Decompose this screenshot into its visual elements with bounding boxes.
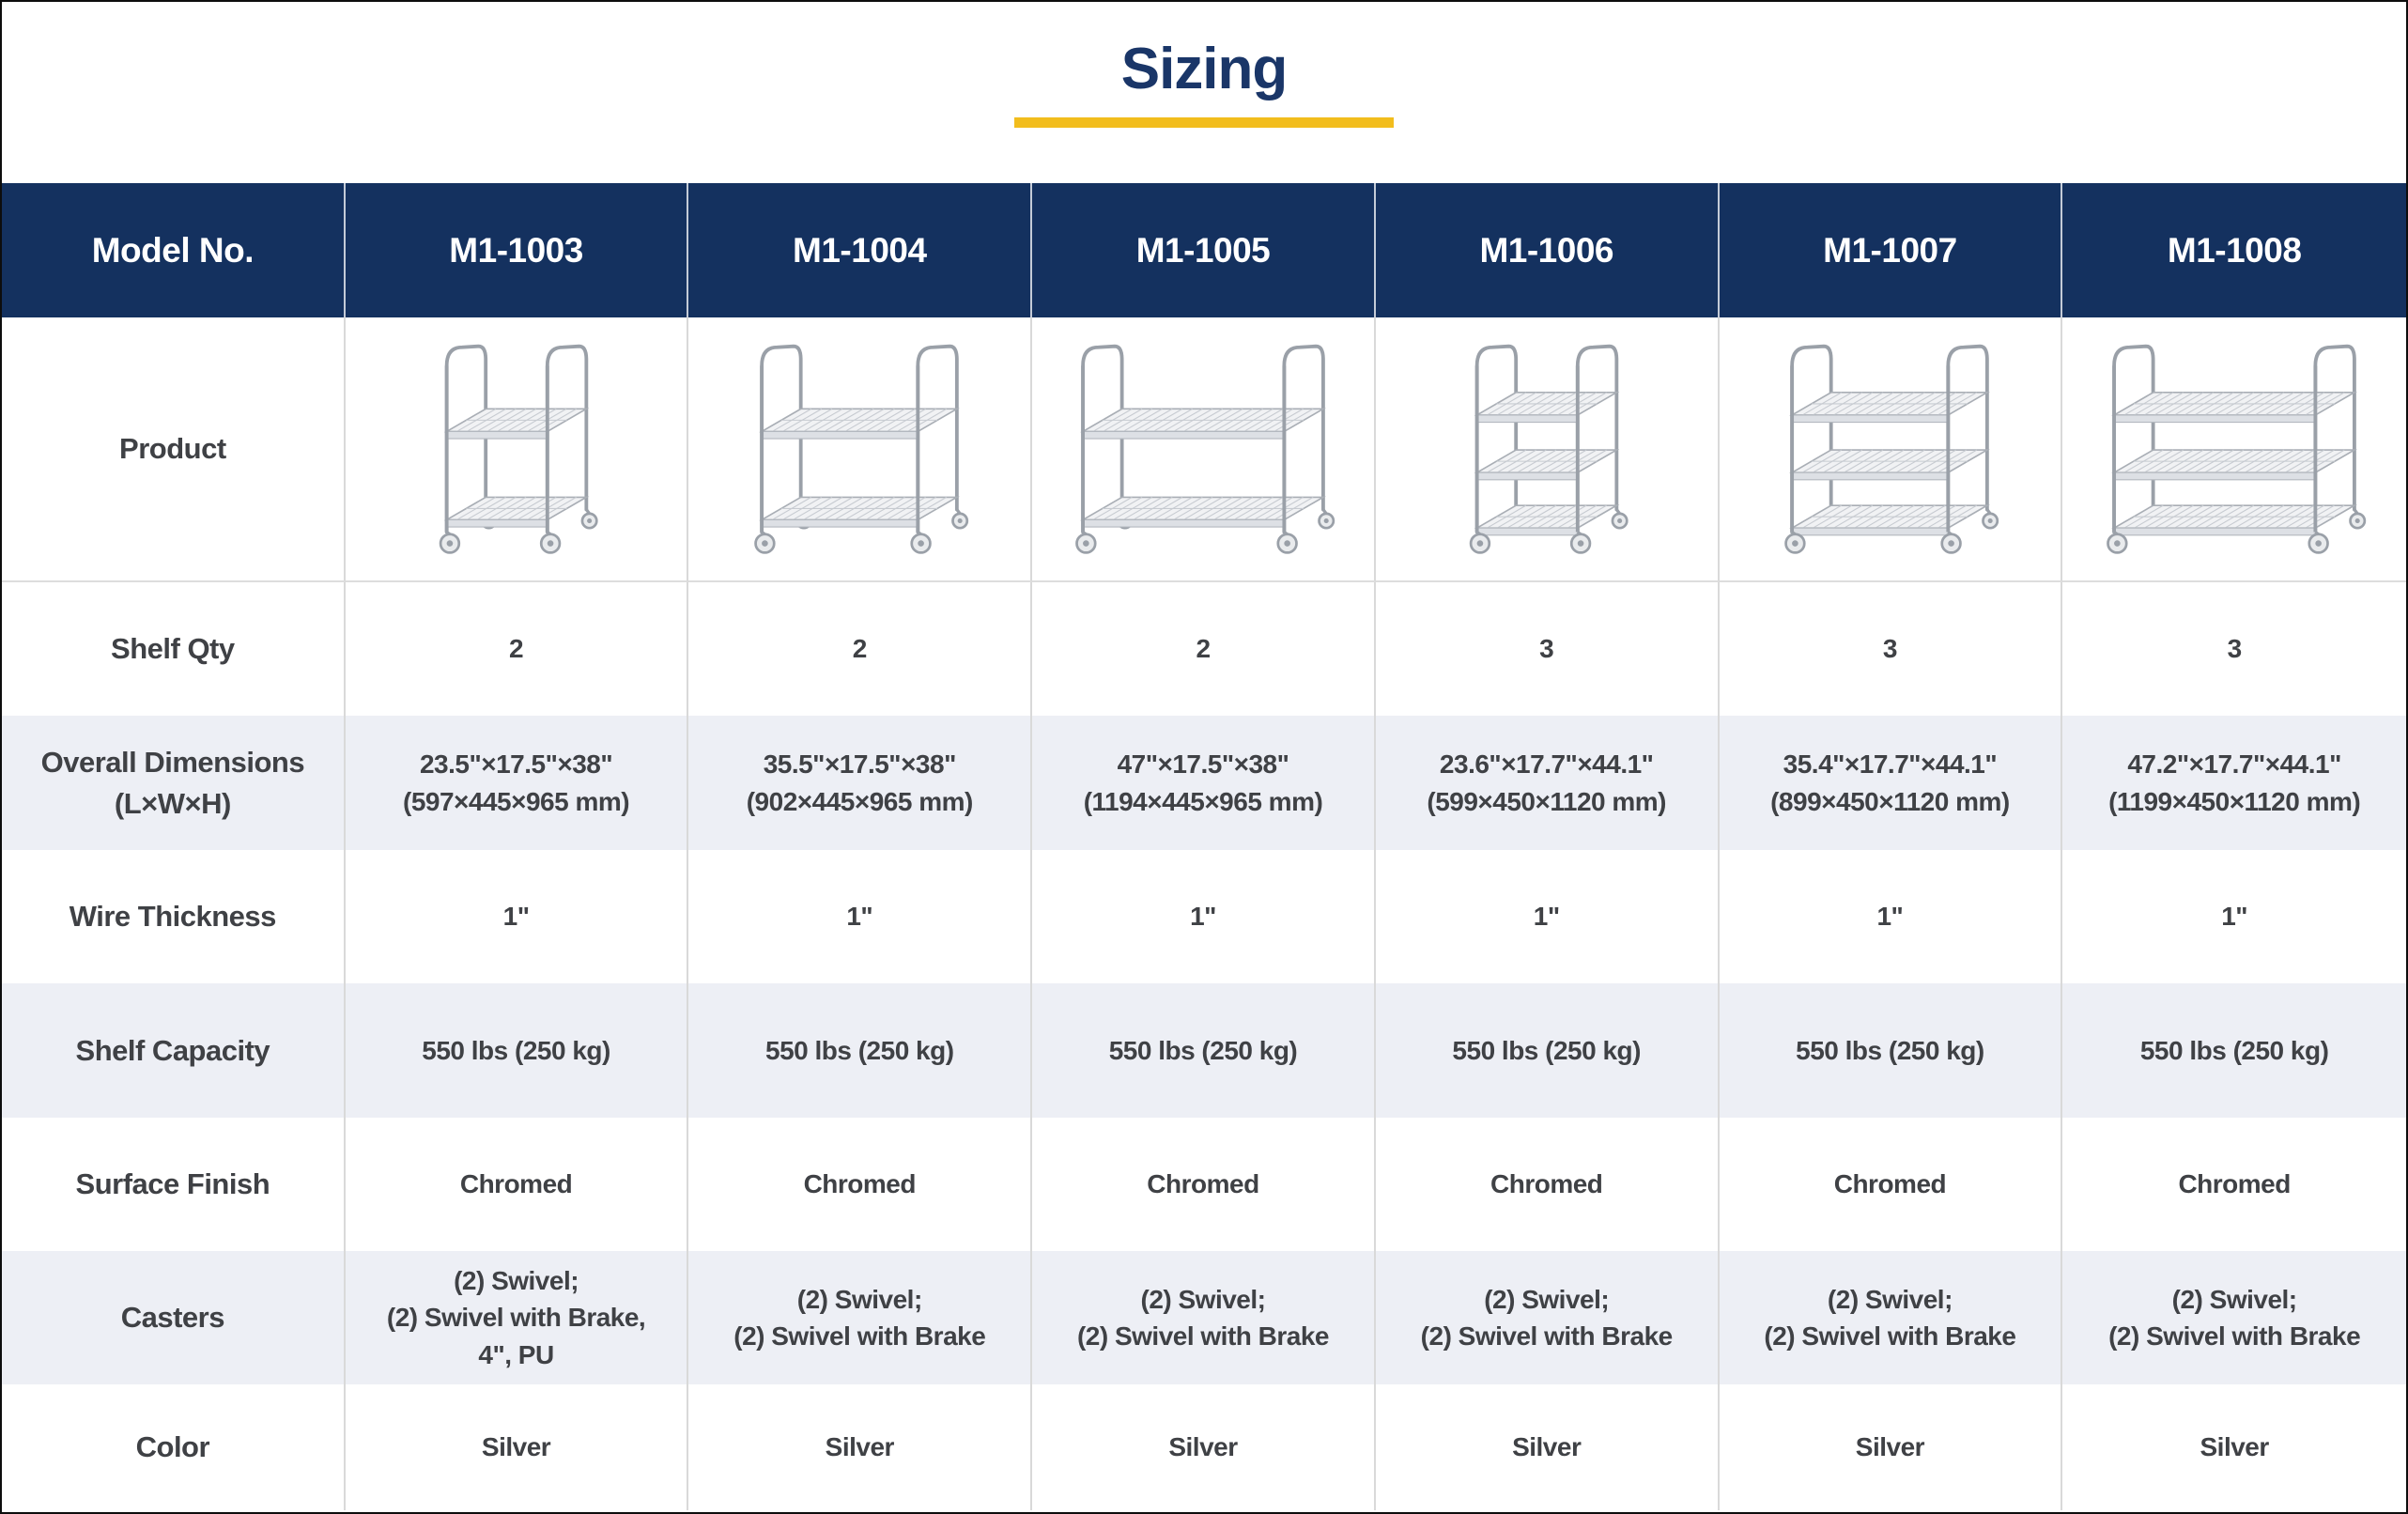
- sizing-table: Model No. M1-1003 M1-1004 M1-1005 M1-1006 M1-…: [2, 183, 2406, 1510]
- model-header-m1-1008: M1-1008: [2062, 183, 2406, 317]
- cell-m1-1007-casters: (2) Swivel; (2) Swivel with Brake: [1719, 1251, 2063, 1384]
- cart-icon: [1075, 344, 1335, 554]
- cell-m1-1006-shelf-capacity: 550 lbs (250 kg): [1375, 983, 1720, 1118]
- cell-m1-1007-shelf-capacity: 550 lbs (250 kg): [1719, 983, 2063, 1118]
- product-image-m1-1004: [688, 317, 1033, 582]
- model-header-m1-1007: M1-1007: [1719, 183, 2063, 317]
- cell-m1-1003-shelf-capacity: 550 lbs (250 kg): [345, 983, 689, 1118]
- product-image-m1-1005: [1032, 317, 1376, 582]
- cart-icon: [1784, 344, 1999, 554]
- cell-m1-1005-color: Silver: [1032, 1384, 1376, 1510]
- product-image-m1-1006: [1375, 317, 1720, 582]
- cart-icon: [2107, 344, 2367, 554]
- cell-m1-1005-overall-dimensions: 47"×17.5"×38" (1194×445×965 mm): [1032, 716, 1376, 850]
- row-label-color: Color: [2, 1384, 346, 1510]
- row-label-wire-thickness: Wire Thickness: [2, 850, 346, 983]
- title-underline: [1014, 117, 1394, 128]
- cell-m1-1008-casters: (2) Swivel; (2) Swivel with Brake: [2062, 1251, 2406, 1384]
- row-label-surface-finish: Surface Finish: [2, 1118, 346, 1251]
- cell-m1-1003-surface-finish: Chromed: [345, 1118, 689, 1251]
- cell-m1-1006-overall-dimensions: 23.6"×17.7"×44.1" (599×450×1120 mm): [1375, 716, 1720, 850]
- cell-m1-1005-casters: (2) Swivel; (2) Swivel with Brake: [1032, 1251, 1376, 1384]
- cell-m1-1005-wire-thickness: 1": [1032, 850, 1376, 983]
- cell-m1-1008-overall-dimensions: 47.2"×17.7"×44.1" (1199×450×1120 mm): [2062, 716, 2406, 850]
- cell-m1-1006-casters: (2) Swivel; (2) Swivel with Brake: [1375, 1251, 1720, 1384]
- cell-m1-1007-shelf-qty: 3: [1719, 582, 2063, 716]
- cell-m1-1004-surface-finish: Chromed: [688, 1118, 1033, 1251]
- page-title: Sizing: [1120, 37, 1289, 101]
- model-header-m1-1004: M1-1004: [688, 183, 1033, 317]
- cell-m1-1008-shelf-qty: 3: [2062, 582, 2406, 716]
- cell-m1-1006-color: Silver: [1375, 1384, 1720, 1510]
- cell-m1-1004-shelf-capacity: 550 lbs (250 kg): [688, 983, 1033, 1118]
- cell-m1-1008-wire-thickness: 1": [2062, 850, 2406, 983]
- cell-m1-1008-shelf-capacity: 550 lbs (250 kg): [2062, 983, 2406, 1118]
- model-header-m1-1005: M1-1005: [1032, 183, 1376, 317]
- cell-m1-1006-shelf-qty: 3: [1375, 582, 1720, 716]
- cart-icon: [1469, 344, 1628, 554]
- model-header-m1-1003: M1-1003: [345, 183, 689, 317]
- cell-m1-1005-shelf-capacity: 550 lbs (250 kg): [1032, 983, 1376, 1118]
- cell-m1-1007-color: Silver: [1719, 1384, 2063, 1510]
- product-image-m1-1003: [345, 317, 689, 582]
- cell-m1-1007-overall-dimensions: 35.4"×17.7"×44.1" (899×450×1120 mm): [1719, 716, 2063, 850]
- cell-m1-1003-color: Silver: [345, 1384, 689, 1510]
- row-label-shelf-capacity: Shelf Capacity: [2, 983, 346, 1118]
- row-label-shelf-qty: Shelf Qty: [2, 582, 346, 716]
- cell-m1-1008-color: Silver: [2062, 1384, 2406, 1510]
- cell-m1-1003-overall-dimensions: 23.5"×17.5"×38" (597×445×965 mm): [345, 716, 689, 850]
- cart-icon: [754, 344, 969, 554]
- title-block: Sizing: [2, 2, 2406, 183]
- product-image-m1-1008: [2062, 317, 2406, 582]
- cart-icon: [439, 344, 598, 554]
- cell-m1-1007-surface-finish: Chromed: [1719, 1118, 2063, 1251]
- cell-m1-1003-wire-thickness: 1": [345, 850, 689, 983]
- row-label-overall-dimensions: Overall Dimensions (L×W×H): [2, 716, 346, 850]
- model-header-m1-1006: M1-1006: [1375, 183, 1720, 317]
- cell-m1-1007-wire-thickness: 1": [1719, 850, 2063, 983]
- header-cell-model-no: Model No.: [2, 183, 346, 317]
- cell-m1-1008-surface-finish: Chromed: [2062, 1118, 2406, 1251]
- row-label-casters: Casters: [2, 1251, 346, 1384]
- cell-m1-1004-overall-dimensions: 35.5"×17.5"×38" (902×445×965 mm): [688, 716, 1033, 850]
- cell-m1-1004-shelf-qty: 2: [688, 582, 1033, 716]
- cell-m1-1005-surface-finish: Chromed: [1032, 1118, 1376, 1251]
- cell-m1-1004-color: Silver: [688, 1384, 1033, 1510]
- cell-m1-1005-shelf-qty: 2: [1032, 582, 1376, 716]
- row-label-product: Product: [2, 317, 346, 582]
- cell-m1-1006-wire-thickness: 1": [1375, 850, 1720, 983]
- product-image-m1-1007: [1719, 317, 2063, 582]
- cell-m1-1004-casters: (2) Swivel; (2) Swivel with Brake: [688, 1251, 1033, 1384]
- cell-m1-1004-wire-thickness: 1": [688, 850, 1033, 983]
- cell-m1-1006-surface-finish: Chromed: [1375, 1118, 1720, 1251]
- cell-m1-1003-shelf-qty: 2: [345, 582, 689, 716]
- cell-m1-1003-casters: (2) Swivel; (2) Swivel with Brake, 4", P…: [345, 1251, 689, 1384]
